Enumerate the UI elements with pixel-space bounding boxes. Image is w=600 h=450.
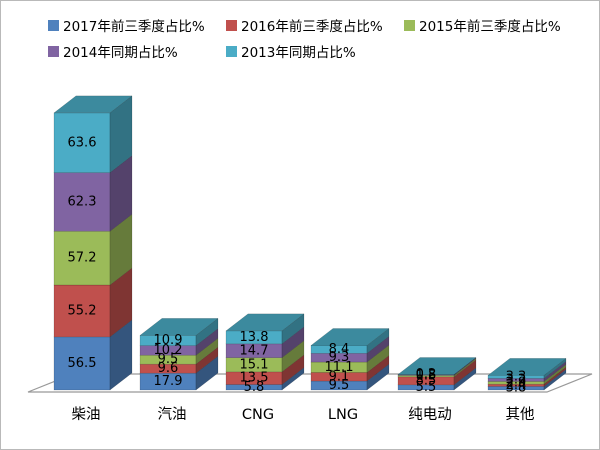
bar-data-label: 63.6 [68, 135, 97, 150]
bar-segment-side [543, 360, 567, 382]
bar-data-label: 3.3 [506, 369, 527, 384]
bar-data-label: 10.2 [154, 343, 183, 358]
bar-data-label: 8.5 [416, 373, 437, 388]
bar-data-label: 10.9 [154, 333, 183, 348]
legend-swatch-icon [226, 19, 237, 31]
bar-data-label: 9.3 [329, 350, 350, 365]
bar-data-label: 8.4 [329, 342, 350, 357]
legend-swatch-icon [404, 19, 415, 31]
bar-segment-side [543, 366, 567, 387]
bar-segment-side [109, 213, 133, 286]
x-axis-category-label: 汽油 [158, 406, 187, 423]
bar-data-label: 1.5 [416, 369, 437, 384]
bar-data-label: 3.8 [506, 381, 527, 396]
bar-data-label: 2.9 [506, 375, 527, 390]
legend-item: 2015年前三季度占比% [404, 12, 582, 38]
bar-segment-side [543, 363, 567, 385]
bar-segment [53, 336, 111, 391]
bar-segment [53, 284, 111, 338]
bar-segment-side [109, 155, 133, 232]
bar-data-label: 15.1 [240, 357, 269, 372]
bar-segment [53, 172, 111, 232]
bar-data-label: 13.5 [240, 371, 269, 386]
bar-data-label: 0.2 [416, 367, 437, 382]
bar-data-label: 0.8 [416, 368, 437, 383]
bar-segment-top [310, 328, 390, 346]
bar-data-label: 11.1 [325, 360, 354, 375]
legend-item: 2014年同期占比% [48, 38, 226, 64]
bar-data-label: 9.5 [329, 378, 350, 393]
bar-data-label: 57.2 [68, 251, 97, 266]
bar-segment-top [397, 357, 477, 375]
bar-segment-top [53, 95, 133, 114]
bar-segment-top [139, 318, 219, 336]
legend-item: 2016年前三季度占比% [226, 12, 404, 38]
x-axis-category-label: 纯电动 [408, 406, 452, 423]
legend-item: 2017年前三季度占比% [48, 12, 226, 38]
bar-data-label: 14.7 [240, 343, 269, 358]
chart-legend: 2017年前三季度占比% 2016年前三季度占比% 2015年前三季度占比% 2014… [48, 12, 593, 64]
bar-segment-side [543, 368, 567, 391]
bar-segment [53, 230, 111, 286]
bar-segment-top [487, 358, 567, 376]
legend-item-label: 2014年同期占比% [63, 45, 178, 61]
bar-data-label: 9.1 [329, 369, 350, 384]
legend-item-label: 2015年前三季度占比% [419, 19, 561, 35]
legend-swatch-icon [226, 45, 237, 57]
x-axis-category-label: 柴油 [72, 406, 101, 423]
x-axis-category-label: 其他 [506, 406, 535, 423]
x-axis-category-label: LNG [328, 407, 358, 423]
bar-data-label: 9.5 [158, 352, 179, 367]
legend-swatch-icon [48, 19, 59, 31]
bar-data-label: 17.9 [154, 374, 183, 389]
bar-data-label: 3.2 [506, 372, 527, 387]
x-axis-category-label: CNG [242, 407, 274, 423]
bar-data-label: 55.2 [68, 303, 97, 318]
bar-data-label: 5.8 [244, 380, 265, 395]
bar-data-label: 9.6 [158, 361, 179, 376]
bar-data-label: 5.5 [416, 380, 437, 395]
bar-data-label: 56.5 [68, 356, 97, 371]
bar-data-label: 13.8 [240, 330, 269, 345]
bar-data-label: 2.4 [506, 378, 527, 393]
legend-item-label: 2013年同期占比% [241, 45, 356, 61]
legend-item-label: 2016年前三季度占比% [241, 19, 383, 35]
legend-swatch-icon [48, 45, 59, 57]
bar-segment-side [543, 357, 567, 379]
bar-segment-top [225, 313, 305, 332]
legend-item: 2013年同期占比% [226, 38, 404, 64]
legend-item-label: 2017年前三季度占比% [63, 19, 205, 35]
bar-data-label: 62.3 [68, 194, 97, 209]
